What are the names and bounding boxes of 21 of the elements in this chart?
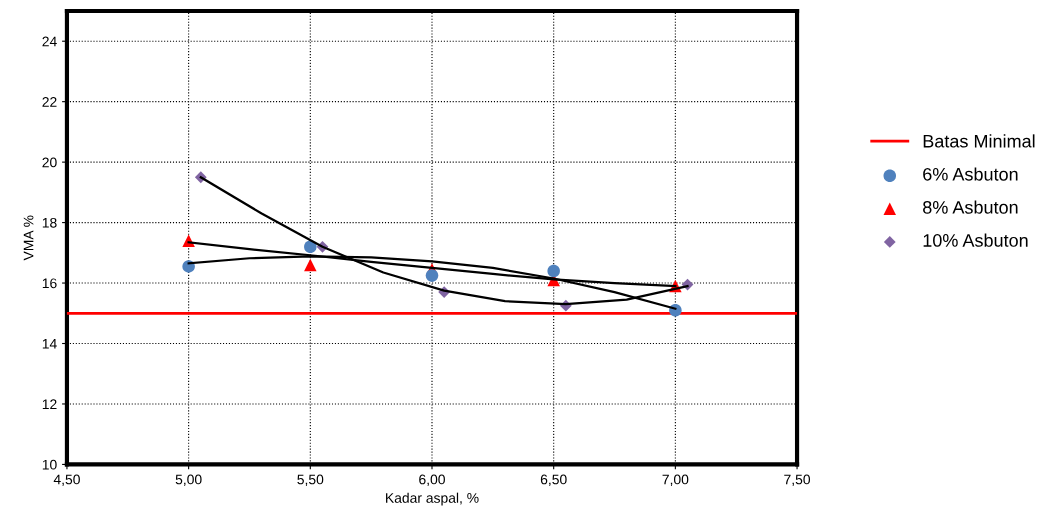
- y-tick-label: 20: [42, 157, 57, 168]
- x-tick-label: 5,00: [175, 474, 202, 486]
- y-tick-label: 12: [42, 399, 57, 409]
- x-axis-title: Kadar aspal, %: [386, 492, 479, 506]
- y-axis-title: VMA %: [23, 215, 34, 261]
- legend-label: 6% Asbuton: [923, 167, 1018, 181]
- x-tick-label: 7,50: [784, 474, 811, 486]
- legend-label: 10% Asbuton: [923, 233, 1028, 247]
- y-tick-label: 10: [42, 459, 57, 470]
- x-tick-label: 6,50: [540, 474, 567, 486]
- x-tick-label: 5,50: [297, 474, 324, 486]
- x-tick-label: 4,50: [53, 474, 80, 486]
- x-tick-label: 7,00: [662, 474, 689, 486]
- y-tick-label: 16: [42, 278, 57, 289]
- y-tick-label: 22: [42, 97, 57, 107]
- x-tick-label: 6,00: [419, 474, 445, 486]
- legend-label: Batas Minimal: [923, 134, 1035, 148]
- y-tick-label: 14: [42, 338, 57, 349]
- legend-label: 8% Asbuton: [923, 200, 1018, 214]
- y-tick-label: 18: [42, 217, 57, 228]
- y-tick-label: 24: [42, 36, 57, 47]
